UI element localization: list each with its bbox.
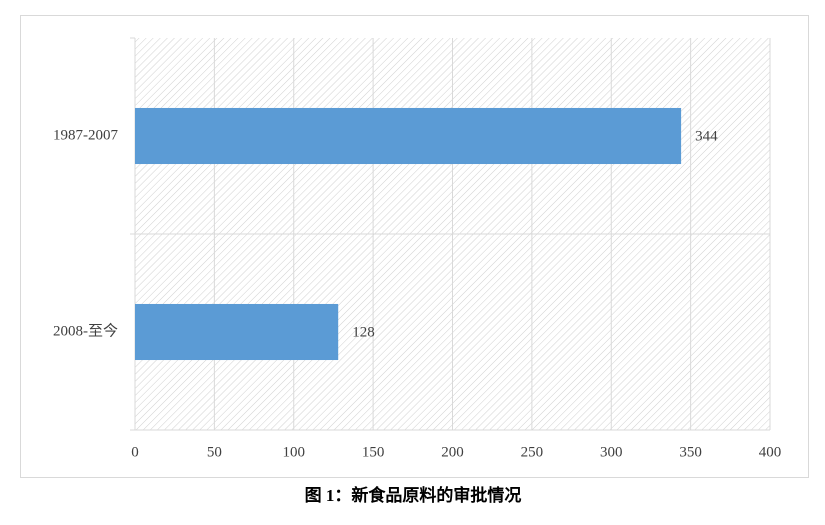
x-tick-label: 400 (759, 444, 782, 460)
chart-title: 图 1：新食品原料的审批情况 (305, 485, 522, 505)
x-tick-label: 0 (131, 444, 139, 460)
bar (135, 303, 339, 361)
data-label: 128 (352, 324, 375, 340)
x-tick-label: 50 (207, 444, 222, 460)
x-tick-label: 150 (362, 444, 385, 460)
x-tick-label: 200 (441, 444, 464, 460)
x-tick-label: 250 (521, 444, 544, 460)
data-label: 344 (695, 128, 718, 144)
x-tick-label: 350 (679, 444, 702, 460)
y-tick-label: 2008-至今 (53, 322, 118, 339)
y-tick-label: 1987-2007 (53, 127, 118, 143)
x-tick-label: 100 (283, 444, 306, 460)
x-tick-label: 300 (600, 444, 623, 460)
bar (135, 107, 682, 165)
